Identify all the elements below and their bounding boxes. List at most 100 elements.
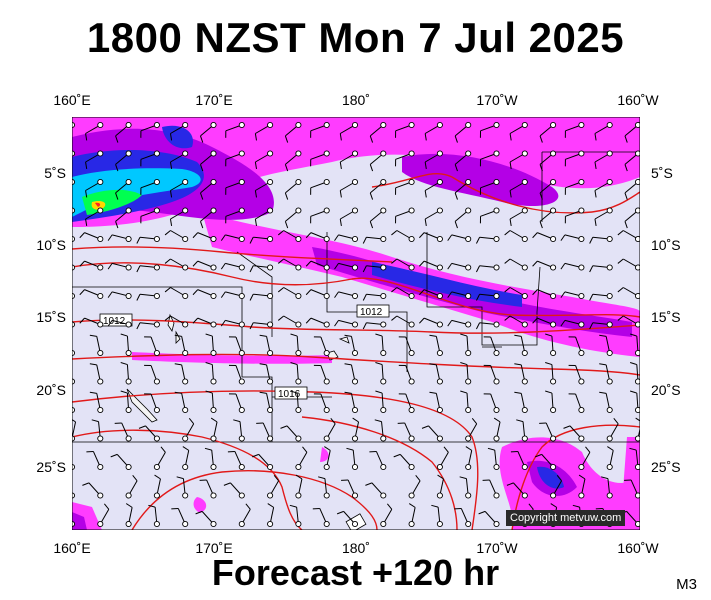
wind-barb-feather — [89, 363, 97, 366]
wind-barb-feather — [169, 161, 173, 169]
wind-barb-feather — [589, 265, 594, 273]
wind-barb-feather — [160, 446, 166, 453]
wind-station — [521, 406, 528, 414]
wind-station — [550, 207, 557, 214]
wind-station — [465, 292, 472, 300]
wind-station — [436, 463, 443, 471]
wind-barb-feather — [223, 482, 231, 486]
wind-barb-feather — [617, 287, 624, 293]
lat-label-20s-left: 20˚S — [36, 382, 66, 398]
wind-barb-feather — [460, 362, 468, 366]
wind-barb-feather — [514, 363, 522, 366]
wind-station — [465, 492, 472, 499]
wind-barb-feather — [528, 503, 534, 510]
wind-station — [465, 178, 472, 186]
wind-barb-feather — [72, 419, 76, 423]
wind-barb-feather — [487, 447, 495, 451]
wind-barb-feather — [545, 390, 553, 394]
wind-station — [493, 378, 500, 385]
wind-barb-feather — [259, 363, 267, 366]
wind-station — [380, 492, 387, 499]
wind-station — [521, 492, 528, 499]
wind-barb-feather — [284, 164, 289, 172]
wind-barb-feather — [195, 510, 203, 515]
wind-station — [153, 292, 160, 300]
wind-barb-feather — [182, 446, 190, 451]
wind-barb-feather — [305, 232, 312, 239]
wind-station — [295, 264, 302, 271]
wind-station — [634, 406, 640, 414]
wind-station — [125, 406, 132, 414]
lon-label-160e-top: 160˚E — [53, 92, 91, 108]
wind-station — [125, 321, 132, 328]
wind-station — [634, 463, 640, 471]
wind-station — [72, 406, 76, 414]
wind-barb-feather — [169, 133, 173, 141]
wind-station — [295, 292, 302, 300]
wind-station — [182, 349, 189, 357]
wind-station — [436, 235, 443, 243]
wind-station — [238, 264, 245, 271]
wind-station — [267, 207, 274, 214]
wind-station — [153, 207, 160, 214]
wind-station — [436, 150, 443, 157]
wind-barb-feather — [324, 446, 331, 451]
wind-barb-feather — [594, 190, 597, 198]
wind-station — [153, 406, 160, 414]
wind-barb-feather — [254, 133, 257, 141]
wind-station — [295, 349, 302, 357]
wind-barb-feather — [594, 133, 597, 141]
wind-station — [153, 235, 160, 243]
wind-station — [295, 178, 302, 186]
wind-barb-feather — [391, 315, 398, 321]
wind-barb-feather — [339, 161, 342, 169]
wind-station — [465, 435, 472, 442]
wind-barb-feather — [85, 161, 88, 169]
wind-barb-feather — [344, 334, 352, 337]
wind-station — [578, 349, 585, 357]
rain-band-core — [72, 168, 201, 217]
wind-barb-feather — [305, 260, 312, 267]
wind-station — [97, 207, 104, 214]
lon-label-180-top: 180˚ — [341, 92, 371, 108]
model-code: M3 — [676, 576, 697, 593]
wind-station — [97, 378, 104, 385]
wind-barb-feather — [192, 232, 199, 239]
wind-station — [182, 207, 189, 214]
wind-barb-feather — [362, 293, 367, 301]
wind-barb-feather — [362, 265, 367, 273]
wind-barb-feather — [220, 320, 226, 327]
wind-station — [578, 378, 585, 385]
wind-station — [578, 463, 585, 471]
wind-station — [351, 292, 359, 300]
wind-station — [72, 178, 76, 186]
wind-station — [436, 264, 443, 271]
wind-station — [267, 321, 274, 328]
wind-barb-feather — [589, 236, 594, 244]
wind-station — [578, 121, 585, 129]
wind-station — [153, 150, 160, 157]
wind-barb-feather — [504, 258, 511, 264]
wind-barb-feather — [259, 391, 267, 394]
wind-barb-feather — [334, 291, 339, 298]
wind-station — [606, 321, 613, 328]
wind-station — [550, 178, 557, 186]
wind-barb-feather — [599, 363, 607, 366]
wind-barb-feather — [254, 161, 257, 169]
wind-barb-feather — [447, 291, 453, 298]
wind-station — [436, 349, 443, 357]
wind-station — [295, 463, 302, 471]
wind-barb-feather — [563, 425, 571, 429]
wind-barb-feather — [419, 232, 425, 239]
wind-station — [351, 235, 359, 243]
wind-station — [97, 121, 104, 129]
wind-station — [436, 292, 443, 300]
wind-station — [578, 292, 585, 300]
wind-barb-feather — [429, 391, 437, 394]
wind-barb-feather — [539, 192, 543, 200]
wind-barb-feather — [599, 391, 607, 394]
wind-station — [182, 378, 189, 385]
wind-station — [295, 121, 302, 129]
wind-barb-feather — [136, 293, 141, 301]
wind-barb-feather — [249, 322, 254, 330]
